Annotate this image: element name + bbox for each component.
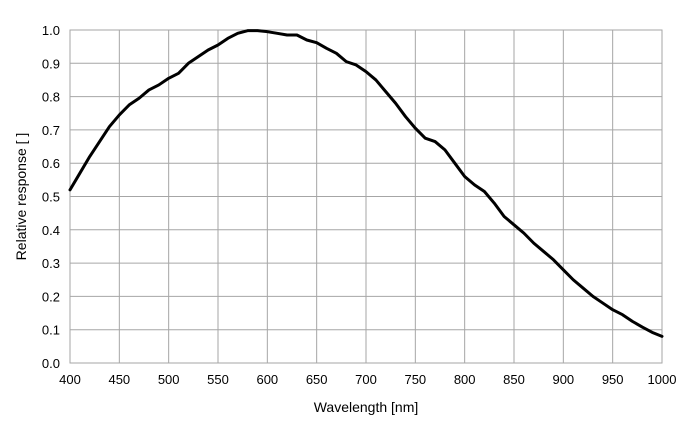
series	[68, 29, 664, 338]
y-tick-label: 0.2	[42, 289, 60, 304]
y-tick-labels: 0.0 0.1 0.2 0.3 0.4 0.5 0.6 0.7 0.8 0.9 1.0	[42, 23, 60, 371]
y-tick-label: 0.1	[42, 323, 60, 338]
x-tick-label: 750	[404, 372, 426, 387]
x-tick-label: 850	[503, 372, 525, 387]
y-axis-label: Relative response [ ]	[13, 133, 29, 261]
x-tick-label: 1000	[648, 372, 677, 387]
y-tick-label: 0.6	[42, 156, 60, 171]
response-curve	[68, 29, 664, 338]
y-tick-label: 0.5	[42, 190, 60, 205]
y-tick-label: 0.8	[42, 90, 60, 105]
y-tick-label: 0.3	[42, 256, 60, 271]
x-tick-label: 450	[108, 372, 130, 387]
y-tick-label: 0.7	[42, 123, 60, 138]
x-tick-label: 700	[355, 372, 377, 387]
y-tick-label: 0.0	[42, 356, 60, 371]
x-tick-label: 800	[454, 372, 476, 387]
grid	[69, 29, 663, 364]
x-tick-label: 550	[207, 372, 229, 387]
x-tick-label: 400	[59, 372, 81, 387]
x-tick-label: 900	[552, 372, 574, 387]
y-tick-label: 1.0	[42, 23, 60, 38]
axes	[69, 29, 663, 364]
x-tick-label: 600	[256, 372, 278, 387]
plot-frame	[69, 29, 663, 364]
x-tick-label: 950	[602, 372, 624, 387]
x-tick-labels: 400 450 500 550 600 650 700 750 800 850 900 950 1000	[59, 372, 676, 387]
y-tick-label: 0.4	[42, 223, 60, 238]
x-tick-label: 650	[306, 372, 328, 387]
y-tick-label: 0.9	[42, 56, 60, 71]
x-tick-label: 500	[158, 372, 180, 387]
x-axis-label: Wavelength [nm]	[314, 399, 419, 415]
